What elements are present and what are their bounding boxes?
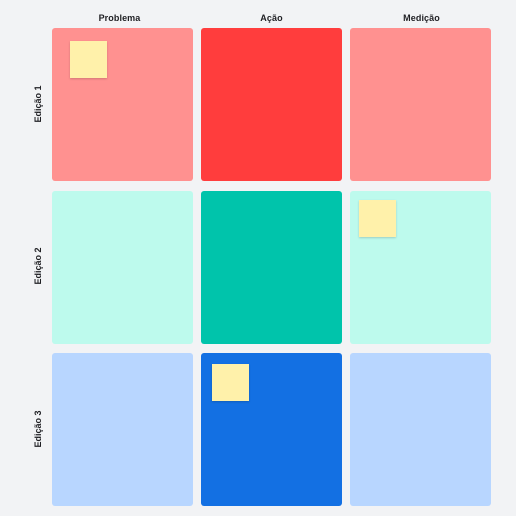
cell-edicao1-medicao[interactable] [350,28,491,181]
sticky-note[interactable] [212,364,249,401]
sticky-note[interactable] [70,41,107,78]
cell-edicao2-problema[interactable] [52,191,193,344]
column-header-problema: Problema [98,13,141,23]
row-header-label: Edição 3 [33,410,43,448]
row-header-label: Edição 2 [33,247,43,285]
column-header-medicao: Medição [403,13,440,23]
cell-edicao3-medicao[interactable] [350,353,491,506]
row-header-label: Edição 1 [33,85,43,123]
sticky-note[interactable] [359,200,396,237]
column-header-acao: Ação [260,13,283,23]
cell-edicao3-problema[interactable] [52,353,193,506]
cell-edicao2-acao[interactable] [201,191,342,344]
cell-edicao1-acao[interactable] [201,28,342,181]
